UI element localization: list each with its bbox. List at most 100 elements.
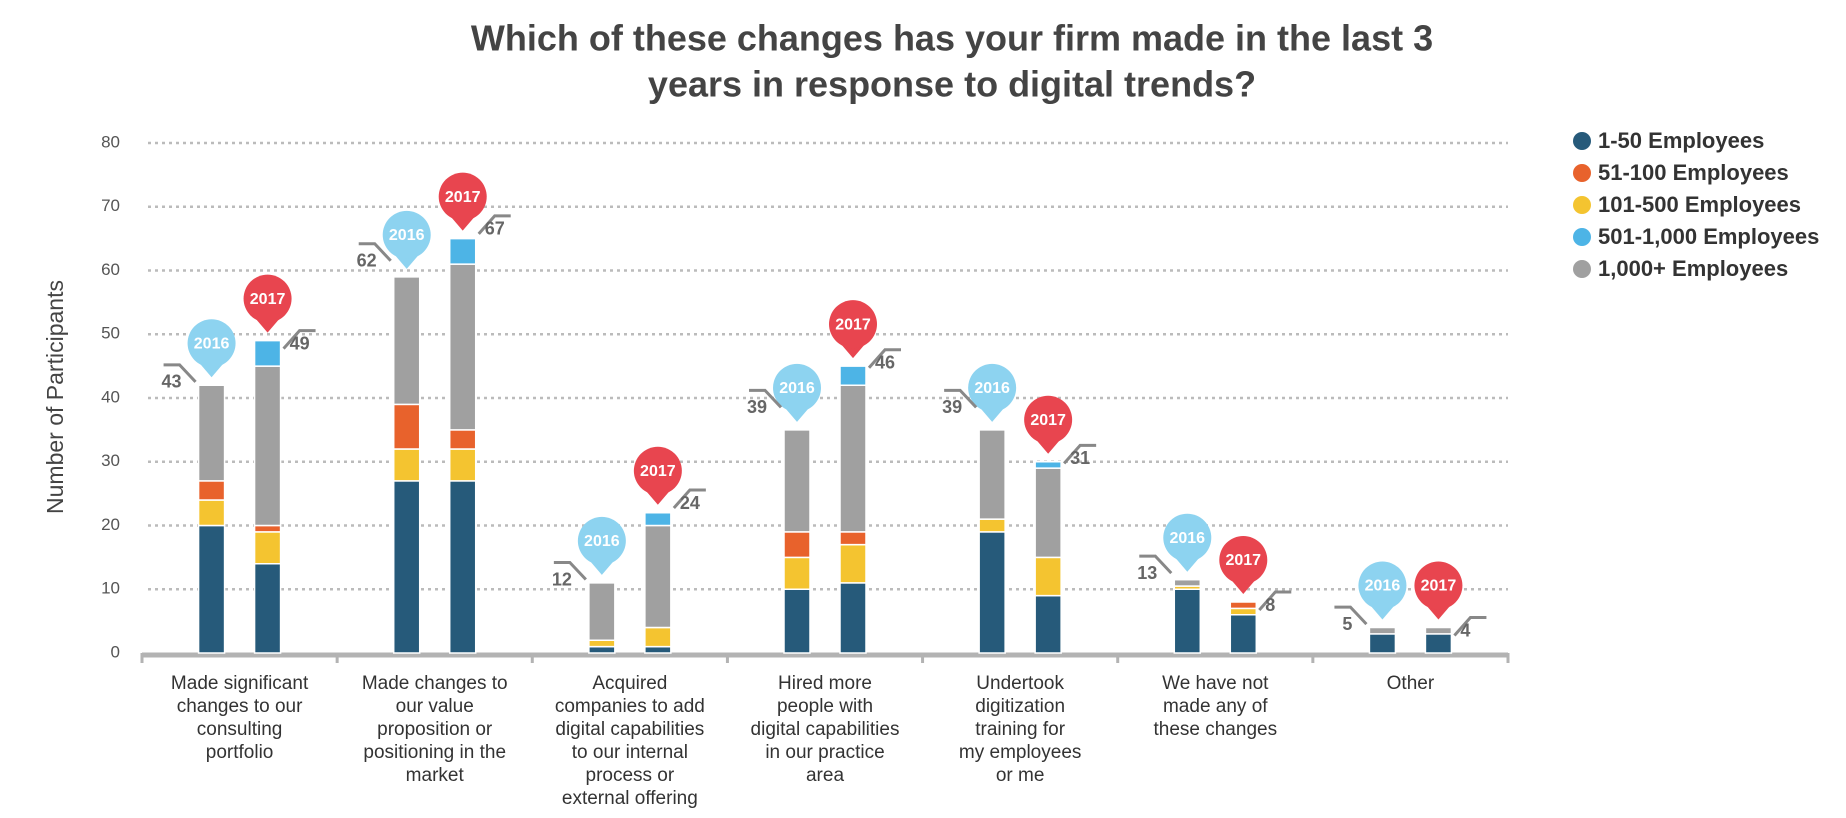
legend-label: 501-1,000 Employees [1598, 224, 1819, 249]
year-label: 2016 [194, 335, 230, 352]
total-bracket [867, 348, 901, 369]
total-label: 8 [1265, 595, 1275, 615]
x-tick-label: to our internal [572, 742, 688, 763]
bar-segment [839, 531, 867, 546]
bar-segment [1229, 601, 1258, 610]
year-pin [1414, 561, 1463, 610]
total-label: 39 [747, 397, 767, 417]
x-tick-label: our value [396, 696, 474, 717]
total-label: 43 [162, 372, 182, 392]
year-pin [255, 318, 280, 333]
year-label: 2017 [250, 291, 286, 308]
total-bracket [672, 488, 706, 509]
year-pin [773, 363, 821, 412]
total-label: 4 [1460, 620, 1470, 640]
x-tick-label: companies to add [555, 696, 705, 717]
bar-segment [197, 480, 226, 501]
year-pin [1231, 580, 1256, 594]
bar-segment [978, 518, 1006, 533]
bar-segment [588, 639, 616, 648]
bar-segment [783, 429, 811, 533]
bar-segment [253, 524, 282, 533]
year-pin [1426, 605, 1451, 620]
bar-segment [839, 582, 867, 654]
x-tick-label: people with [777, 696, 873, 717]
year-pin [633, 446, 682, 495]
year-pin [1175, 557, 1200, 572]
bar-segment [1229, 607, 1258, 616]
year-pin [968, 363, 1017, 412]
total-bracket [1139, 554, 1173, 575]
bar-segment [839, 543, 867, 584]
x-tick-label: We have not [1162, 673, 1269, 694]
bar-segment [1034, 594, 1062, 654]
x-tick-label: proposition or [377, 719, 493, 740]
bar-segment [448, 263, 477, 431]
total-label: 31 [1070, 448, 1090, 468]
bar-segment [588, 645, 616, 654]
x-tick-label: changes to our [177, 696, 303, 717]
y-tick-label: 30 [101, 451, 120, 470]
bar-segment [644, 626, 672, 648]
bar-segment [253, 531, 282, 565]
year-label: 2016 [779, 380, 815, 397]
y-tick-label: 0 [111, 642, 120, 661]
total-bracket [1334, 605, 1368, 626]
total-bracket [282, 329, 316, 350]
bar-segment [1424, 633, 1453, 654]
x-tick-label: Acquired [592, 673, 667, 694]
x-tick-label: positioning in the [363, 742, 506, 763]
legend-swatch [1573, 260, 1591, 278]
year-pin [187, 319, 236, 368]
bar-segment [1424, 626, 1453, 635]
total-label: 24 [680, 493, 700, 513]
x-tick-label: digital capabilities [751, 719, 900, 740]
bar-segment [783, 531, 811, 559]
bar-segment [978, 531, 1006, 654]
year-pin [199, 363, 224, 378]
bar-segment [1034, 467, 1062, 559]
total-bracket [163, 363, 197, 383]
x-tick-label: Made significant [171, 673, 309, 694]
year-label: 2016 [584, 533, 620, 550]
x-tick-label: external offering [562, 788, 698, 809]
x-tick-label: made any of [1163, 696, 1268, 717]
y-tick-label: 60 [101, 260, 120, 279]
x-tick-label: digital capabilities [555, 719, 704, 740]
chart-title: years in response to digital trends? [648, 64, 1256, 105]
bar-segment [978, 429, 1006, 520]
bar-segment [392, 480, 421, 654]
year-pin [980, 407, 1005, 422]
bar-segment [783, 588, 811, 654]
legend-swatch [1573, 164, 1591, 182]
x-tick-label: process or [586, 765, 675, 786]
x-tick-label: my employees [959, 742, 1082, 763]
year-pin [785, 407, 809, 422]
total-bracket [1453, 616, 1487, 637]
year-label: 2017 [1030, 412, 1066, 429]
bar-segment [392, 276, 421, 406]
x-tick-label: market [406, 765, 465, 786]
total-label: 12 [552, 569, 572, 589]
x-tick-label: training for [975, 719, 1065, 740]
legend-label: 1-50 Employees [1598, 128, 1764, 153]
bar-segment [1173, 578, 1202, 587]
year-pin [589, 560, 614, 575]
bar-segment [644, 645, 672, 654]
x-tick-label: these changes [1153, 719, 1277, 740]
x-tick-label: Made changes to [362, 673, 508, 694]
total-bracket [553, 561, 587, 581]
total-bracket [358, 242, 392, 262]
year-label: 2016 [1365, 578, 1401, 595]
bar-segment [839, 365, 867, 386]
year-pin [1219, 536, 1268, 584]
x-tick-label: in our practice [765, 742, 884, 763]
y-tick-label: 20 [101, 515, 120, 534]
x-tick-label: Hired more [778, 673, 872, 694]
year-label: 2017 [1421, 578, 1457, 595]
legend-swatch [1573, 228, 1591, 246]
year-pin [1370, 605, 1395, 620]
bar-segment [253, 339, 282, 367]
y-tick-label: 10 [101, 579, 120, 598]
